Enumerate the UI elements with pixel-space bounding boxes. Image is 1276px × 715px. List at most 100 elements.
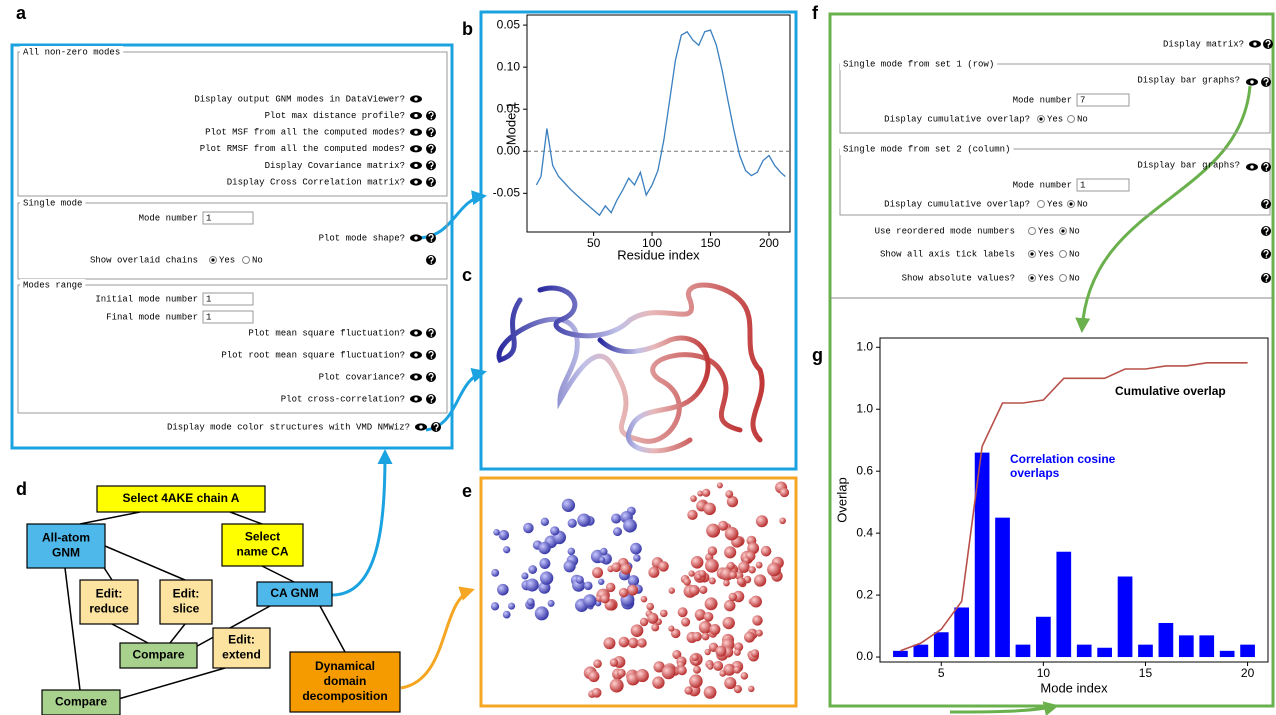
- radio-button[interactable]: [1038, 201, 1045, 208]
- radio-dot: [1061, 229, 1064, 232]
- sphere: [693, 666, 701, 674]
- sphere: [687, 510, 697, 520]
- y-axis-label: Mode 1: [503, 102, 518, 145]
- bar: [1056, 552, 1071, 657]
- option-label: Display output GNM modes in DataViewer?: [194, 94, 405, 104]
- option-label: Display Covariance matrix?: [265, 161, 405, 171]
- sphere: [648, 567, 659, 578]
- radio-button[interactable]: [1029, 228, 1036, 235]
- sphere: [677, 666, 686, 675]
- sphere: [689, 674, 703, 688]
- bar: [995, 518, 1010, 657]
- x-axis-label: Residue index: [617, 247, 700, 262]
- panel-label: d: [16, 479, 27, 499]
- sphere: [678, 607, 688, 617]
- bar: [1036, 617, 1051, 657]
- protein-cartoon: [499, 285, 762, 451]
- sphere: [724, 677, 736, 689]
- sphere: [704, 649, 710, 655]
- arrow: [1082, 86, 1250, 330]
- radio-dot: [1030, 252, 1033, 255]
- radio-dot: [1030, 276, 1033, 279]
- help-icon: [1268, 46, 1270, 48]
- sphere: [598, 579, 604, 585]
- sphere: [668, 626, 674, 632]
- radio-group-label: Show overlaid chains: [90, 255, 198, 265]
- sphere: [592, 567, 603, 578]
- sphere: [692, 632, 702, 642]
- radio-label: No: [252, 255, 263, 265]
- node-label: domain: [324, 674, 367, 688]
- help-icon: [1266, 256, 1268, 258]
- node-label: Select 4AKE chain A: [123, 491, 240, 505]
- sphere: [689, 585, 700, 596]
- input-value: 1: [206, 294, 211, 304]
- sphere: [539, 558, 550, 569]
- help-icon: [1266, 280, 1268, 282]
- y-tick-label: 1.0: [856, 339, 873, 353]
- sphere: [526, 579, 539, 592]
- sphere: [641, 596, 648, 603]
- radio-button[interactable]: [1068, 116, 1075, 123]
- sphere: [620, 563, 631, 574]
- eye-icon: [414, 331, 417, 334]
- sphere: [717, 482, 723, 488]
- sphere: [688, 570, 694, 576]
- radio-button[interactable]: [1060, 251, 1067, 258]
- sphere: [521, 572, 528, 579]
- field-label: Final mode number: [106, 312, 198, 322]
- radio-label: No: [1077, 114, 1088, 124]
- field-label: Mode number: [139, 213, 198, 223]
- arrow: [401, 590, 472, 688]
- sphere: [725, 490, 733, 498]
- node-label: slice: [173, 602, 200, 616]
- sphere: [588, 671, 599, 682]
- sphere: [727, 562, 735, 570]
- sphere: [540, 571, 553, 584]
- node-label: Edit:: [96, 587, 123, 601]
- node-label: name CA: [236, 545, 288, 559]
- protein-spheres: [491, 481, 789, 698]
- sphere: [603, 637, 615, 649]
- sphere: [681, 618, 690, 627]
- annotation: Correlation cosine overlaps: [1010, 452, 1125, 492]
- sphere: [684, 686, 692, 694]
- sphere: [619, 588, 629, 598]
- sphere: [528, 565, 537, 574]
- sphere: [562, 499, 575, 512]
- sphere: [583, 594, 596, 607]
- sphere: [706, 524, 720, 538]
- radio-dot: [211, 258, 214, 261]
- eye-icon: [414, 164, 417, 167]
- y-tick-label: 0.2: [856, 587, 873, 601]
- sphere: [611, 513, 621, 523]
- eye-icon: [1250, 80, 1253, 83]
- sphere: [705, 597, 718, 610]
- setting-label: Show all axis tick labels: [880, 249, 1015, 259]
- sphere: [750, 596, 762, 608]
- sphere: [503, 546, 510, 553]
- sphere: [619, 637, 630, 648]
- group-title: Single mode: [23, 198, 82, 208]
- sphere: [660, 610, 668, 618]
- sphere: [719, 670, 726, 677]
- radio-label: Yes: [1047, 199, 1063, 209]
- panel-label: e: [462, 481, 472, 501]
- help-icon: [431, 118, 433, 120]
- option-label: Plot MSF from all the computed modes?: [205, 128, 405, 138]
- option-label: Plot max distance profile?: [265, 111, 405, 121]
- sphere: [606, 583, 615, 592]
- node-label: GNM: [52, 546, 80, 560]
- sphere: [527, 598, 535, 606]
- sphere: [691, 556, 704, 569]
- node-label: extend: [222, 648, 261, 662]
- radio-button[interactable]: [243, 257, 250, 264]
- eye-icon: [414, 147, 417, 150]
- setting-label: Use reordered mode numbers: [875, 226, 1015, 236]
- sphere: [699, 586, 707, 594]
- sphere: [577, 513, 590, 526]
- sphere: [723, 617, 735, 629]
- radio-button[interactable]: [1060, 275, 1067, 282]
- node-label: All-atom: [42, 531, 90, 545]
- eye-icon: [414, 131, 417, 134]
